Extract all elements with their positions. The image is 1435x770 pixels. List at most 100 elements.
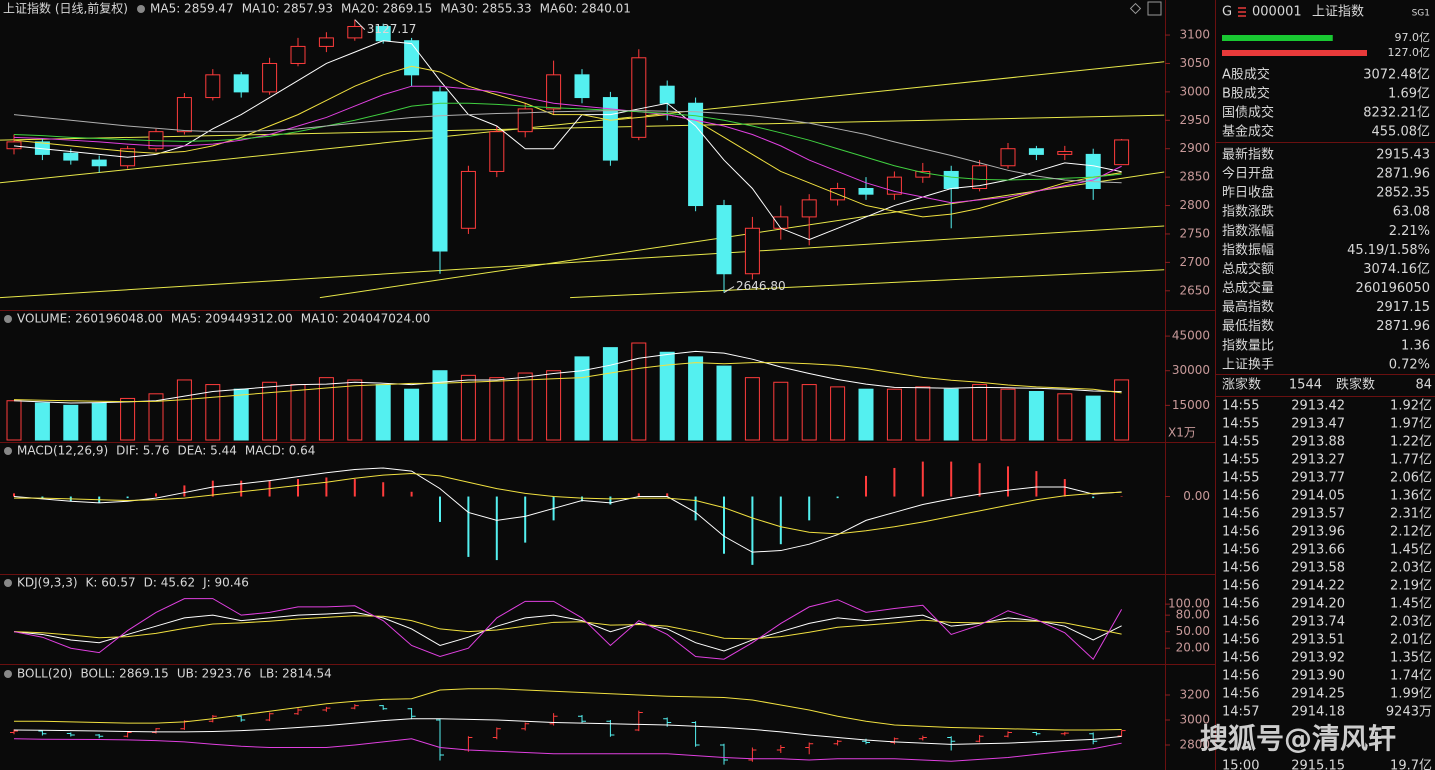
tick-price: 2913.66 [1291, 543, 1345, 558]
candle-body [631, 57, 647, 138]
stat-value: 63.08 [1393, 205, 1430, 220]
trend-line [0, 114, 1165, 141]
tick-volume: 1.36亿 [1390, 489, 1432, 504]
volume-bar [205, 384, 221, 441]
indicator-line [13, 65, 1122, 218]
tick-price: 2913.57 [1291, 507, 1345, 522]
candle-body [91, 159, 107, 167]
volume-bar [318, 377, 334, 441]
candle-body [432, 91, 448, 252]
legend-entry: DEA: 5.44 [177, 444, 236, 458]
volume-bar [262, 381, 278, 441]
candle-body [290, 45, 306, 64]
volume-bar [1085, 395, 1101, 441]
tick-volume: 1.92亿 [1390, 399, 1432, 414]
candle-body [460, 170, 476, 229]
y-tick-label: 2800 [1179, 198, 1210, 212]
candle-body [943, 170, 959, 189]
y-tick-label: 20.00 [1176, 641, 1210, 655]
y-tick-label: 2900 [1179, 141, 1210, 155]
tick-volume: 2.19亿 [1390, 579, 1432, 594]
candle-body [63, 152, 79, 161]
indicator-line [13, 718, 1122, 745]
candle-body [801, 199, 817, 218]
annotation-label: 3127.17 [367, 22, 417, 36]
tick-time: 14:56 [1222, 525, 1259, 540]
volume-bar [1000, 388, 1016, 441]
y-tick-label: 2650 [1179, 283, 1210, 297]
tick-time: 14:55 [1222, 399, 1259, 414]
indicator-line [13, 611, 1122, 652]
volume-bar [631, 342, 647, 441]
stat-label: 指数涨跌 [1222, 204, 1274, 220]
stat-label: 指数量比 [1222, 338, 1274, 353]
tick-price: 2913.77 [1291, 471, 1345, 486]
volume-bar [517, 372, 533, 441]
flow-label: 127.0亿 [1388, 46, 1431, 59]
indicator-line [13, 598, 1123, 661]
window-icons[interactable] [1129, 1, 1162, 16]
legend-entry: MACD(12,26,9) [17, 444, 108, 458]
stat-label: 指数涨幅 [1222, 224, 1274, 239]
stat-value: 1.36 [1401, 338, 1430, 353]
breadth-up: 1544 [1289, 378, 1322, 393]
volume-bar [858, 388, 874, 441]
stat-label: 总成交额 [1222, 261, 1274, 277]
candle-body [517, 108, 533, 133]
stat-label: 基金成交 [1222, 124, 1274, 140]
candle-body [915, 170, 931, 178]
panel-icon [4, 579, 12, 587]
candle-body [858, 187, 874, 195]
stat-value: 1.69亿 [1388, 87, 1430, 102]
tick-price: 2914.22 [1291, 579, 1345, 594]
candle-body [1114, 139, 1130, 166]
tick-volume: 1.22亿 [1390, 435, 1432, 450]
volume-bar [716, 365, 732, 441]
legend-entry: MACD: 0.64 [245, 444, 316, 458]
legend-entry: MA30: 2855.33 [440, 2, 531, 16]
flow-label: 97.0亿 [1395, 31, 1431, 44]
stat-value: 8232.21亿 [1363, 106, 1430, 121]
candle-body [1000, 148, 1016, 167]
tick-time: 14:56 [1222, 633, 1259, 648]
tick-time: 14:55 [1222, 471, 1259, 486]
volume-bar [1028, 391, 1044, 441]
candle-body [1085, 153, 1101, 189]
tick-volume: 1.74亿 [1390, 669, 1432, 684]
tick-price: 2914.18 [1291, 705, 1345, 720]
stat-value: 0.72% [1389, 357, 1430, 372]
candle-body [176, 97, 192, 133]
indicator-line [13, 102, 1122, 181]
tick-price: 2915.15 [1291, 759, 1345, 770]
volume-bar [546, 370, 562, 441]
tick-time: 15:00 [1222, 759, 1259, 770]
volume-bar [34, 402, 50, 441]
stat-value: 2915.43 [1376, 148, 1430, 163]
tick-volume: 1.45亿 [1390, 543, 1432, 558]
stat-label: 昨日收盘 [1222, 185, 1274, 201]
watermark: 搜狐号@清风轩 [1200, 722, 1396, 755]
security-code: 000001 [1252, 5, 1302, 20]
stat-label: A股成交 [1222, 67, 1270, 83]
volume-bar [801, 384, 817, 441]
stat-value: 2.21% [1389, 224, 1430, 239]
tick-price: 2913.88 [1291, 435, 1345, 450]
stat-value: 260196050 [1356, 281, 1430, 296]
volume-bar [830, 386, 846, 441]
tick-volume: 1.35亿 [1390, 651, 1432, 666]
tick-time: 14:56 [1222, 561, 1259, 576]
tick-price: 2913.96 [1291, 525, 1345, 540]
panel-icon [4, 670, 12, 678]
volume-bar [773, 381, 789, 441]
stat-label: 最低指数 [1222, 319, 1274, 334]
candle-body [602, 97, 618, 161]
y-tick-label: 3000 [1179, 713, 1210, 727]
y-tick-label: 3100 [1179, 28, 1210, 42]
y-tick-label: 3000 [1179, 84, 1210, 98]
candle-body [6, 141, 22, 150]
candle-body [1057, 151, 1073, 155]
legend-entry: MA5: 209449312.00 [171, 312, 293, 326]
menu-icon[interactable] [1238, 7, 1246, 17]
candle-body [773, 216, 789, 229]
volume-bar [91, 402, 107, 441]
